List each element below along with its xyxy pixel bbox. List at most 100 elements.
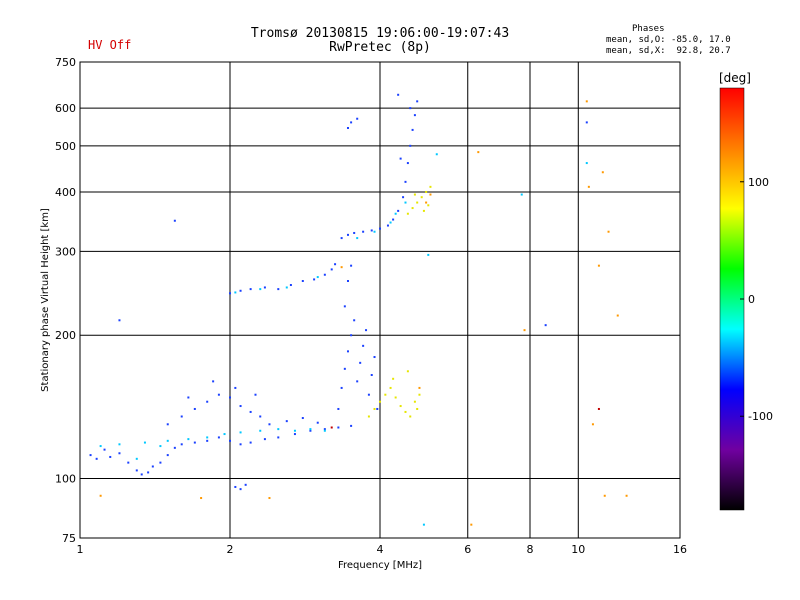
x-tick-label: 8 xyxy=(527,543,534,556)
data-point xyxy=(418,393,421,396)
data-point xyxy=(373,230,376,233)
data-point xyxy=(206,400,209,403)
y-tick-label: 400 xyxy=(55,186,76,199)
data-point xyxy=(234,485,237,488)
data-point xyxy=(413,114,416,117)
data-point xyxy=(420,196,423,199)
data-point xyxy=(425,201,428,204)
data-point xyxy=(309,428,312,431)
data-point xyxy=(334,263,337,266)
data-point xyxy=(277,436,280,439)
data-point xyxy=(118,443,121,446)
data-point xyxy=(109,455,112,458)
data-point xyxy=(373,407,376,410)
data-point xyxy=(406,162,409,165)
data-point xyxy=(277,428,280,431)
data-point xyxy=(206,439,209,442)
data-point xyxy=(229,292,231,295)
data-point xyxy=(597,264,600,267)
data-point xyxy=(285,286,288,289)
data-point xyxy=(313,278,316,281)
data-point xyxy=(285,420,288,423)
data-point xyxy=(159,461,162,464)
data-point xyxy=(585,121,588,124)
data-point xyxy=(470,523,473,526)
x-axis-label: Frequency [MHz] xyxy=(338,560,422,571)
data-point xyxy=(316,421,319,424)
data-point xyxy=(249,288,252,291)
grid xyxy=(79,61,681,539)
data-point xyxy=(367,415,370,418)
data-point xyxy=(259,429,262,432)
data-points xyxy=(89,93,628,526)
data-point xyxy=(330,426,333,429)
data-point xyxy=(587,185,590,188)
data-point xyxy=(601,171,604,174)
data-point xyxy=(376,407,379,410)
x-tick-label: 4 xyxy=(377,543,384,556)
y-tick-labels: 75 100 200 300 400 500 600 750 xyxy=(55,56,76,545)
data-point xyxy=(89,454,92,457)
data-point xyxy=(427,253,430,256)
data-point xyxy=(404,410,407,413)
data-point xyxy=(193,407,196,410)
data-point xyxy=(223,433,226,436)
data-point xyxy=(346,127,349,130)
y-tick-label: 750 xyxy=(55,56,76,69)
data-point xyxy=(343,367,346,370)
phases-box: Phases mean, sd,O: -85.0, 17.0 mean, sd,… xyxy=(606,24,731,57)
data-point xyxy=(143,441,146,444)
data-point xyxy=(346,280,349,283)
data-point xyxy=(397,93,400,96)
data-point xyxy=(429,193,432,196)
data-point xyxy=(229,396,231,399)
data-point xyxy=(353,319,356,322)
data-point xyxy=(379,227,381,230)
y-tick-label: 600 xyxy=(55,102,76,115)
plot-border xyxy=(79,61,681,539)
data-point xyxy=(159,445,162,448)
data-point xyxy=(99,445,102,448)
data-point xyxy=(103,448,106,451)
data-point xyxy=(389,386,392,389)
colorbar-tick-label: -100 xyxy=(748,410,773,423)
data-point xyxy=(373,356,376,359)
data-point xyxy=(404,180,407,183)
data-point xyxy=(268,497,271,500)
data-point xyxy=(135,469,138,472)
y-tick-label: 200 xyxy=(55,329,76,342)
data-point xyxy=(367,393,370,396)
data-point xyxy=(416,407,419,410)
data-point xyxy=(346,233,349,236)
data-point xyxy=(356,117,359,120)
data-point xyxy=(523,329,526,332)
data-point xyxy=(180,443,183,446)
data-point xyxy=(350,334,353,337)
data-point xyxy=(173,219,176,222)
data-point xyxy=(370,374,373,377)
data-point xyxy=(346,350,349,353)
data-point xyxy=(127,461,130,464)
data-point xyxy=(389,221,392,224)
data-point xyxy=(135,457,138,460)
data-point xyxy=(409,415,412,418)
data-point xyxy=(151,465,154,468)
data-point xyxy=(323,273,326,276)
chart-title-line2: RwPretec (8p) xyxy=(329,40,431,55)
data-point xyxy=(625,494,628,497)
data-point xyxy=(229,439,231,442)
data-point xyxy=(544,324,547,327)
data-point xyxy=(234,291,237,294)
colorbar-tick-label: 100 xyxy=(748,176,769,189)
data-point xyxy=(118,319,121,322)
data-point xyxy=(394,396,397,399)
phases-line-x: mean, sd,X: 92.8, 20.7 xyxy=(606,46,731,56)
data-point xyxy=(379,400,381,403)
data-point xyxy=(350,264,353,267)
x-tick-label: 2 xyxy=(227,543,234,556)
data-point xyxy=(249,441,252,444)
data-point xyxy=(200,497,203,500)
data-point xyxy=(180,415,183,418)
data-point xyxy=(340,386,343,389)
